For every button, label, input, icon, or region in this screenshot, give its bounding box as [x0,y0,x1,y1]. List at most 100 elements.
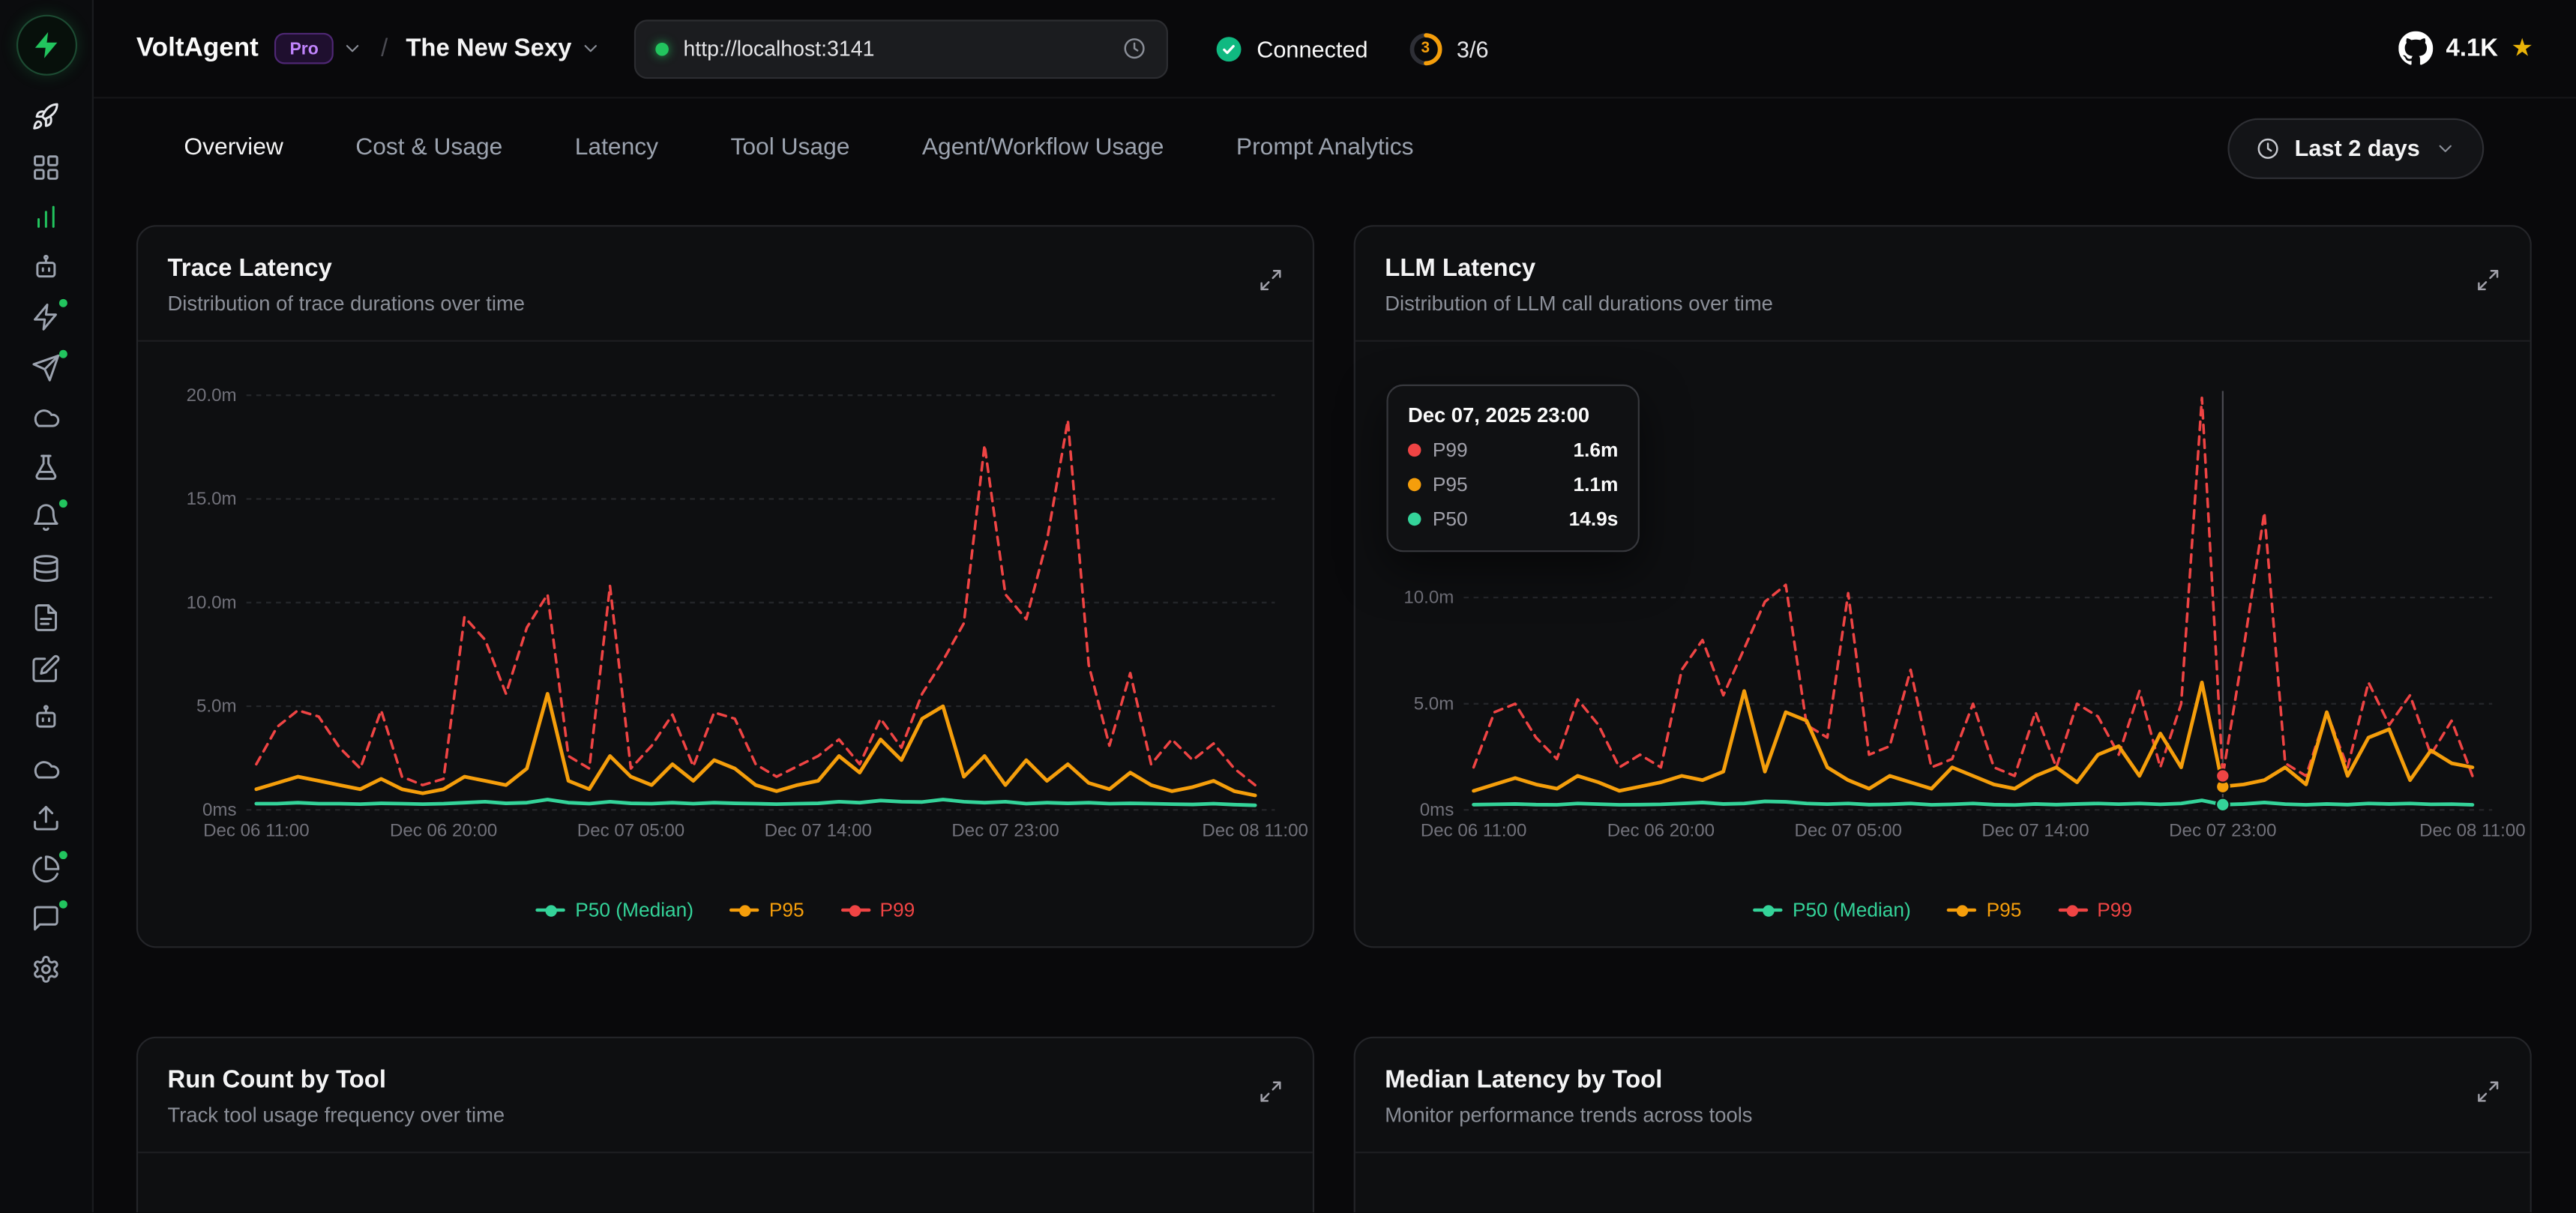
legend-item-p95[interactable]: P95 [1947,899,2021,922]
sidebar-item-bell[interactable] [31,503,61,532]
top-header: VoltAgent Pro / The New Sexy http://loca… [94,0,2576,98]
legend-item-p95[interactable]: P95 [729,899,804,922]
sidebar-item-cloud-2[interactable] [31,753,61,783]
svg-text:Dec 07 23:00: Dec 07 23:00 [2169,820,2276,840]
rocket-icon [31,102,61,131]
tab-cost-usage[interactable]: Cost & Usage [355,135,502,161]
notification-dot [59,299,67,307]
tab-tool-usage[interactable]: Tool Usage [730,135,849,161]
tab-overview[interactable]: Overview [184,135,283,161]
notification-dot [59,900,67,909]
legend-label: P99 [879,899,915,922]
usage-ring[interactable]: 3 3/6 [1407,31,1488,67]
svg-text:Dec 06 20:00: Dec 06 20:00 [390,820,497,840]
tooltip-row-p99: P991.6m [1408,439,1618,462]
tab-prompt-analytics[interactable]: Prompt Analytics [1236,135,1414,161]
run-count-chart[interactable] [138,1153,1313,1213]
org-chevron-down-icon[interactable] [342,37,363,58]
sidebar-item-chat[interactable] [31,903,61,933]
series-dot [1408,513,1421,526]
card-header: LLM Latency Distribution of LLM call dur… [1355,226,2530,341]
sidebar-item-settings[interactable] [31,954,61,983]
voltagent-logo[interactable] [16,15,76,76]
tooltip-title: Dec 07, 2025 23:00 [1408,404,1618,427]
message-icon [31,903,61,933]
svg-text:Dec 07 05:00: Dec 07 05:00 [577,820,684,840]
expand-icon[interactable] [2476,268,2500,292]
svg-text:Dec 07 14:00: Dec 07 14:00 [765,820,872,840]
series-dot [1408,478,1421,492]
chevron-down-icon [2435,137,2456,158]
github-link[interactable]: 4.1K ★ [2398,31,2533,66]
sidebar-item-upload[interactable] [31,804,61,833]
cloud-icon [31,403,61,432]
median-latency-chart[interactable] [1355,1153,2530,1213]
flask-icon [31,453,61,482]
time-range-button[interactable]: Last 2 days [2227,118,2484,178]
card-title: Median Latency by Tool [1385,1066,2500,1094]
sidebar-item-bot-2[interactable] [31,703,61,732]
svg-text:10.0m: 10.0m [187,592,237,612]
svg-text:Dec 06 11:00: Dec 06 11:00 [203,820,310,840]
pro-badge[interactable]: Pro [275,33,334,64]
svg-text:Dec 07 14:00: Dec 07 14:00 [1981,820,2089,840]
brand-name: VoltAgent [136,34,259,63]
check-circle-icon [1214,34,1243,63]
trace-latency-chart[interactable]: 20.0m15.0m10.0m5.0m0msDec 06 11:00Dec 06… [138,342,1313,942]
sidebar-item-zap[interactable] [31,302,61,331]
legend-item-p50-median[interactable]: P50 (Median) [1753,899,1910,922]
tab-list: Overview Cost & Usage Latency Tool Usage Age… [184,135,1486,161]
legend-label: P95 [769,899,804,922]
connection-status: Connected [1214,34,1367,63]
history-icon[interactable] [1122,36,1147,61]
github-icon [2398,31,2433,66]
svg-text:5.0m: 5.0m [196,696,237,717]
sidebar-item-bot[interactable] [31,252,61,281]
sidebar-item-document[interactable] [31,603,61,632]
trace-chart-svg: 20.0m15.0m10.0m5.0m0msDec 06 11:00Dec 06… [138,342,1316,855]
sidebar-item-pie[interactable] [31,853,61,882]
svg-text:0ms: 0ms [202,800,237,820]
database-icon [31,553,61,582]
ring-label: 3/6 [1457,35,1489,61]
legend-item-p50-median[interactable]: P50 (Median) [536,899,693,922]
sidebar-item-database[interactable] [31,553,61,582]
history-icon [1122,36,1147,61]
bot-icon [31,252,61,281]
svg-text:15.0m: 15.0m [187,489,237,509]
tab-agent-workflow-usage[interactable]: Agent/Workflow Usage [922,135,1164,161]
server-url-input[interactable]: http://localhost:3141 [634,19,1168,78]
sidebar-item-rocket[interactable] [31,102,61,131]
card-trace-latency: Trace Latency Distribution of trace dura… [136,225,1314,948]
grid-icon [31,152,61,181]
sidebar-item-cloud[interactable] [31,403,61,432]
sidebar-item-compose[interactable] [31,653,61,682]
sidebar-item-apps[interactable] [31,152,61,181]
sidebar-item-analytics[interactable] [31,202,61,232]
expand-icon[interactable] [1259,268,1284,292]
legend-item-p99[interactable]: P99 [840,899,915,922]
tooltip-series-value: 14.9s [1569,508,1619,531]
tab-latency[interactable]: Latency [575,135,658,161]
sidebar-item-send[interactable] [31,352,61,382]
expand-icon[interactable] [1259,1080,1284,1104]
card-llm-latency: LLM Latency Distribution of LLM call dur… [1354,225,2532,948]
svg-text:Dec 07 05:00: Dec 07 05:00 [1795,820,1902,840]
server-status-dot [655,42,669,55]
github-star-count: 4.1K [2446,34,2498,62]
svg-text:0ms: 0ms [1420,800,1454,820]
legend-item-p99[interactable]: P99 [2058,899,2132,922]
chevron-down-icon [2435,137,2456,158]
ring-value: 3 [1407,31,1443,67]
card-title: Run Count by Tool [168,1066,1284,1094]
clock-icon [2255,136,2280,160]
tooltip-series-label: P95 [1433,473,1468,496]
cloud-icon [31,753,61,783]
zap-icon [31,302,61,331]
legend-label: P95 [1987,899,2022,922]
tooltip-series-label: P99 [1433,439,1468,462]
project-name[interactable]: The New Sexy [406,34,571,62]
project-chevron-down-icon[interactable] [580,37,601,58]
expand-icon[interactable] [2476,1080,2500,1104]
sidebar-item-flask[interactable] [31,453,61,482]
